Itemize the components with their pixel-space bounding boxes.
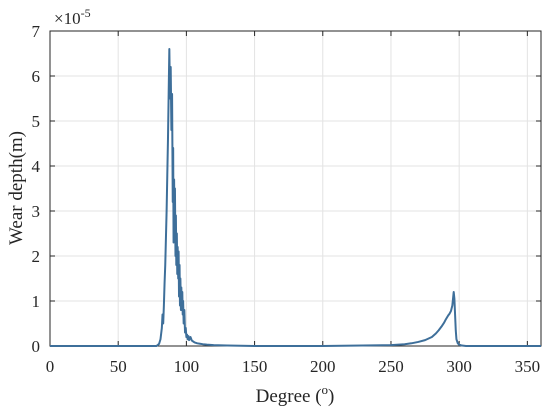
y-exponent-label: ×10-5 (54, 6, 91, 28)
plot-frame (49, 30, 542, 347)
grid (49, 30, 541, 347)
x-tick-label: 300 (446, 357, 472, 376)
y-tick-label: 3 (32, 202, 41, 221)
x-tick-label: 250 (378, 357, 404, 376)
x-tick-label: 100 (174, 357, 200, 376)
y-tick-label: 2 (32, 247, 41, 266)
y-tick-label: 1 (32, 292, 41, 311)
x-tick-label: 0 (46, 357, 55, 376)
series-line-wear-depth (50, 48, 541, 347)
x-axis-title: Degree (o) (256, 382, 335, 407)
x-tick-label: 350 (515, 357, 541, 376)
y-tick-label: 0 (32, 337, 41, 356)
x-tick-labels: 0 50 100 150 200 250 300 350 (46, 357, 540, 376)
y-tick-label: 6 (32, 67, 41, 86)
y-exponent-power: -5 (81, 6, 91, 20)
y-tick-labels: 0 1 2 3 4 5 6 7 (32, 22, 41, 356)
y-tick-label: 4 (32, 157, 41, 176)
x-axis-title-end: ) (328, 386, 334, 407)
axis-ticks (49, 30, 541, 347)
x-tick-label: 200 (310, 357, 336, 376)
y-tick-label: 5 (32, 112, 41, 131)
x-axis-title-superscript: o (322, 382, 329, 397)
x-tick-label: 50 (110, 357, 127, 376)
y-axis-title: Wear depth(m) (6, 131, 27, 245)
y-tick-label: 7 (32, 22, 41, 41)
x-tick-label: 150 (242, 357, 268, 376)
